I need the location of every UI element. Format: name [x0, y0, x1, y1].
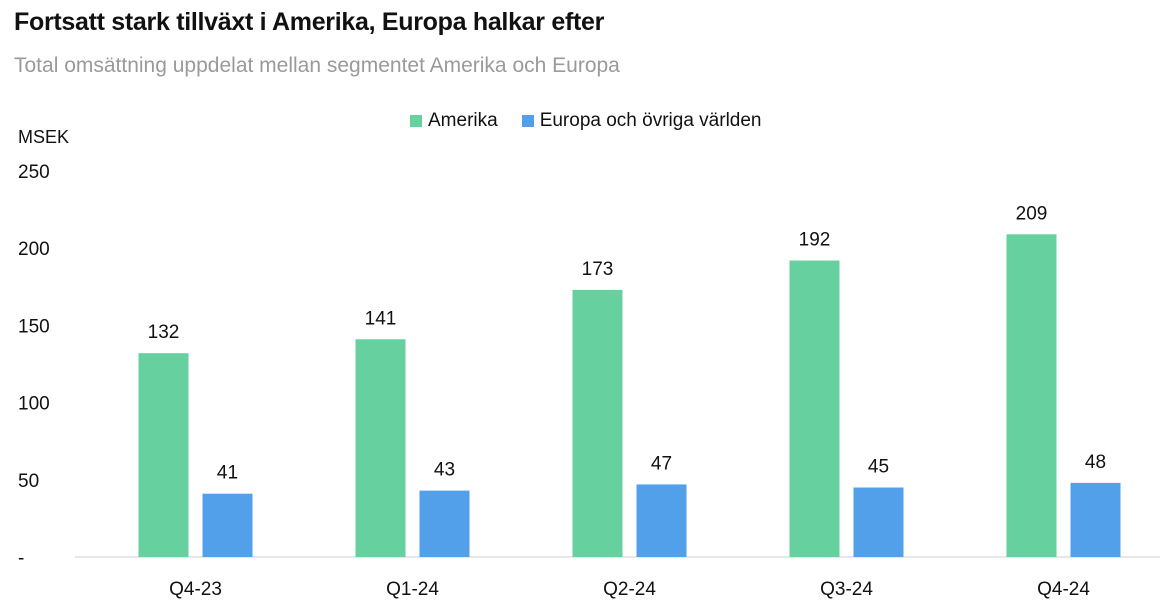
bar-amerika — [789, 260, 840, 557]
bar-europa — [419, 490, 470, 557]
legend-item-amerika: Amerika — [410, 110, 498, 132]
legend-item-europa: Europa och övriga världen — [521, 110, 762, 132]
bar-europa — [853, 487, 904, 557]
legend-swatch-amerika — [410, 115, 422, 127]
data-label: 43 — [434, 460, 455, 481]
legend-label-amerika: Amerika — [428, 110, 498, 131]
legend-label-europa: Europa och övriga världen — [539, 110, 762, 131]
data-label: 173 — [582, 259, 614, 280]
bar-amerika — [1006, 234, 1057, 557]
data-label: 209 — [1016, 203, 1048, 224]
bar-europa — [202, 493, 253, 557]
x-tick-label: Q3-24 — [820, 579, 873, 600]
chart-subtitle: Total omsättning uppdelat mellan segment… — [14, 54, 620, 77]
data-label: 192 — [799, 230, 831, 251]
x-tick-label: Q2-24 — [603, 579, 656, 600]
data-label: 48 — [1085, 452, 1106, 473]
data-label: 132 — [148, 322, 180, 343]
data-label: 45 — [868, 457, 889, 478]
data-label: 47 — [651, 453, 672, 474]
bar-europa — [1070, 482, 1121, 557]
y-tick-label: 100 — [18, 394, 50, 415]
legend: Amerika Europa och övriga världen — [410, 110, 786, 132]
y-tick-label: 50 — [18, 471, 39, 492]
x-tick-label: Q1-24 — [386, 579, 439, 600]
x-tick-label: Q4-23 — [169, 579, 222, 600]
bar-amerika — [355, 339, 406, 557]
bar-europa — [636, 484, 687, 557]
data-label: 141 — [365, 308, 397, 329]
y-axis-label: MSEK — [18, 127, 69, 147]
chart-title: Fortsatt stark tillväxt i Amerika, Europ… — [14, 8, 605, 36]
data-label: 41 — [217, 463, 238, 484]
legend-swatch-europa — [521, 115, 534, 127]
y-tick-label: - — [18, 548, 24, 569]
y-tick-label: 150 — [18, 316, 50, 337]
x-tick-label: Q4-24 — [1037, 579, 1090, 600]
bar-amerika — [138, 353, 189, 557]
y-tick-label: 250 — [18, 162, 50, 183]
bar-amerika — [572, 289, 623, 557]
y-tick-label: 200 — [18, 239, 50, 260]
